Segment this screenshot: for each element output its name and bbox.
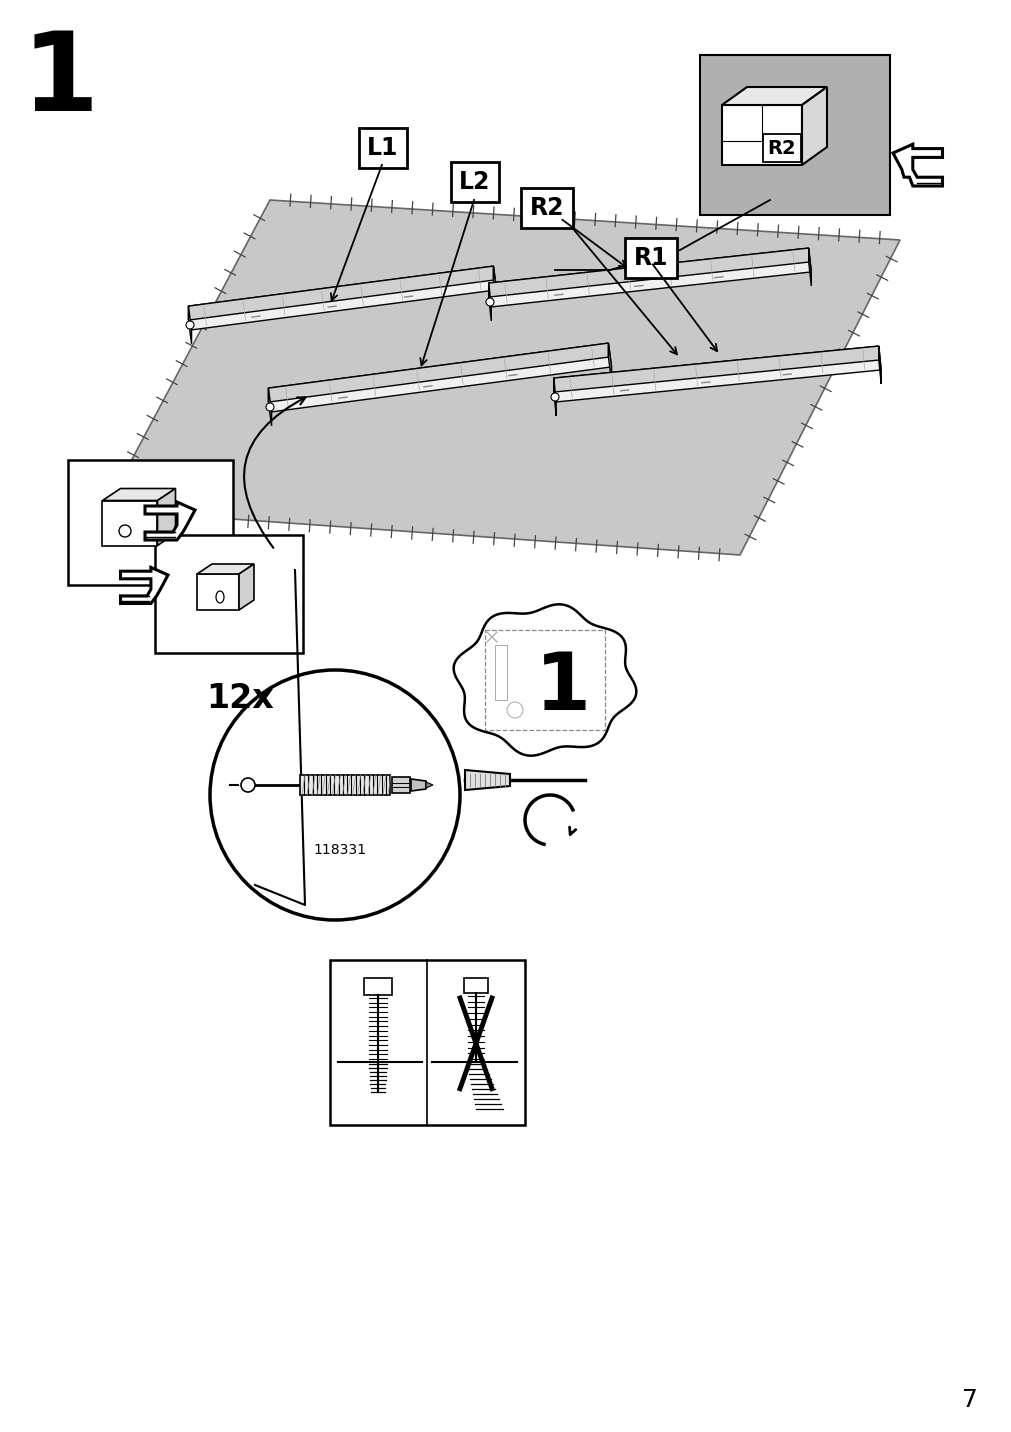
- Circle shape: [550, 392, 558, 401]
- Text: L2: L2: [459, 170, 490, 193]
- Polygon shape: [553, 378, 556, 415]
- Polygon shape: [878, 347, 881, 384]
- FancyBboxPatch shape: [155, 536, 302, 653]
- Text: 7: 7: [961, 1388, 977, 1412]
- Text: 118331: 118331: [313, 843, 366, 856]
- Circle shape: [485, 298, 493, 306]
- Polygon shape: [102, 501, 158, 546]
- Circle shape: [210, 670, 460, 919]
- Polygon shape: [553, 347, 881, 402]
- Polygon shape: [488, 248, 811, 306]
- Polygon shape: [188, 306, 191, 344]
- Polygon shape: [410, 779, 426, 790]
- Polygon shape: [239, 564, 254, 610]
- Text: 1: 1: [535, 649, 590, 727]
- Ellipse shape: [215, 591, 223, 603]
- Polygon shape: [721, 87, 826, 105]
- Polygon shape: [145, 503, 195, 540]
- Polygon shape: [120, 567, 168, 603]
- Polygon shape: [158, 488, 175, 546]
- Text: L1: L1: [367, 136, 398, 160]
- Polygon shape: [488, 284, 490, 321]
- Polygon shape: [299, 775, 389, 795]
- Polygon shape: [268, 344, 608, 402]
- Polygon shape: [808, 248, 811, 286]
- Polygon shape: [268, 388, 271, 425]
- Polygon shape: [391, 778, 409, 793]
- Polygon shape: [721, 105, 801, 165]
- Polygon shape: [801, 87, 826, 165]
- Polygon shape: [493, 266, 496, 304]
- Polygon shape: [700, 54, 889, 215]
- FancyBboxPatch shape: [68, 460, 233, 586]
- Circle shape: [186, 321, 194, 329]
- Polygon shape: [197, 564, 254, 574]
- Polygon shape: [463, 978, 487, 992]
- Polygon shape: [553, 347, 878, 392]
- Text: R2: R2: [529, 196, 564, 221]
- Text: 12x: 12x: [206, 682, 274, 715]
- FancyArrowPatch shape: [244, 397, 305, 548]
- Text: 1: 1: [21, 27, 98, 133]
- Circle shape: [266, 402, 274, 411]
- Polygon shape: [453, 604, 636, 756]
- Polygon shape: [426, 782, 433, 788]
- Circle shape: [241, 778, 255, 792]
- Polygon shape: [188, 266, 493, 321]
- FancyArrowPatch shape: [569, 828, 575, 835]
- Polygon shape: [488, 248, 808, 296]
- FancyBboxPatch shape: [330, 959, 525, 1126]
- Circle shape: [119, 526, 130, 537]
- Polygon shape: [102, 488, 175, 501]
- Text: R2: R2: [767, 139, 796, 158]
- Polygon shape: [197, 574, 239, 610]
- Polygon shape: [268, 344, 611, 412]
- Polygon shape: [892, 145, 941, 186]
- Polygon shape: [464, 770, 510, 790]
- Text: R1: R1: [633, 246, 667, 271]
- Polygon shape: [105, 200, 899, 556]
- Polygon shape: [188, 266, 496, 329]
- Polygon shape: [364, 978, 391, 995]
- Polygon shape: [608, 344, 611, 381]
